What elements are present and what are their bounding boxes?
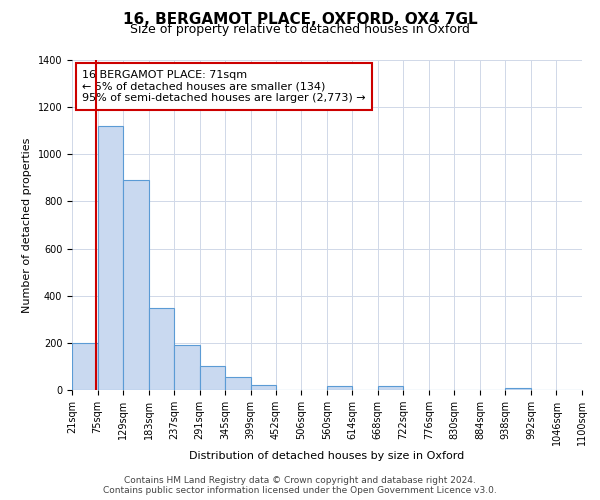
Bar (251, 386, 276, 390)
Text: Size of property relative to detached houses in Oxford: Size of property relative to detached ho… (130, 22, 470, 36)
Bar (174, 344, 200, 390)
Bar (225, 377, 251, 390)
Bar (98, 126, 123, 390)
Bar (149, 308, 174, 390)
Text: 16 BERGAMOT PLACE: 71sqm
← 5% of detached houses are smaller (134)
95% of semi-d: 16 BERGAMOT PLACE: 71sqm ← 5% of detache… (82, 70, 366, 103)
Bar (378, 386, 403, 390)
Y-axis label: Number of detached properties: Number of detached properties (22, 138, 32, 312)
Text: Contains HM Land Registry data © Crown copyright and database right 2024.
Contai: Contains HM Land Registry data © Crown c… (103, 476, 497, 495)
Text: 16, BERGAMOT PLACE, OXFORD, OX4 7GL: 16, BERGAMOT PLACE, OXFORD, OX4 7GL (122, 12, 478, 28)
Bar (200, 366, 225, 390)
Bar (72, 343, 98, 390)
Bar (327, 386, 352, 390)
Bar (505, 388, 531, 390)
Bar (123, 180, 149, 390)
X-axis label: Distribution of detached houses by size in Oxford: Distribution of detached houses by size … (190, 450, 464, 460)
